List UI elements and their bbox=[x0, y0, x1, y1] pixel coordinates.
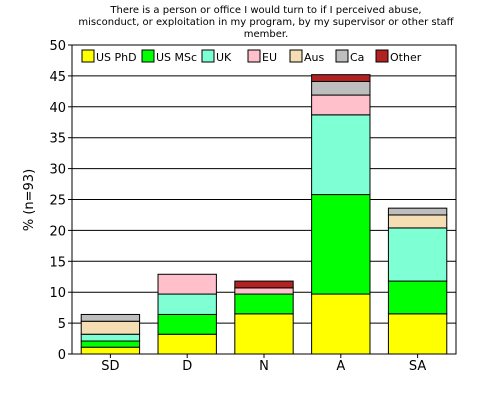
bar-segment bbox=[387, 227, 448, 282]
legend-swatch bbox=[289, 49, 303, 63]
y-tick-label: 25 bbox=[49, 194, 66, 209]
y-tick-label: 50 bbox=[49, 39, 66, 54]
bar-segment bbox=[157, 293, 217, 315]
legend: US PhD US MSc UK EU Aus Ca Other bbox=[81, 49, 422, 64]
bars bbox=[80, 74, 448, 355]
gridlines bbox=[72, 75, 456, 324]
x-tick-label: D bbox=[182, 359, 192, 374]
plot-frame bbox=[71, 44, 457, 355]
y-tick-label: 40 bbox=[49, 101, 66, 116]
x-tick-label: N bbox=[259, 359, 269, 374]
legend-item: US MSc bbox=[141, 49, 197, 64]
y-axis-label: % (n=93) bbox=[22, 169, 37, 231]
bar-segment bbox=[157, 273, 217, 295]
chart-title-line-2: misconduct, or exploitation in my progra… bbox=[78, 17, 454, 28]
legend-swatch bbox=[141, 49, 155, 63]
bar-segment bbox=[387, 313, 448, 355]
y-tick-label: 5 bbox=[58, 317, 66, 332]
legend-item: Aus bbox=[289, 49, 324, 64]
bar-segment bbox=[234, 293, 294, 315]
legend-label: US MSc bbox=[156, 51, 197, 64]
bar-segment bbox=[80, 313, 141, 322]
bar-segment bbox=[311, 114, 371, 196]
bar-segment bbox=[80, 346, 141, 355]
bar-segment bbox=[234, 280, 294, 289]
legend-item: US PhD bbox=[81, 49, 137, 64]
chart-title: There is a person or office I would turn… bbox=[78, 5, 454, 40]
chart-title-line-1: There is a person or office I would turn… bbox=[109, 5, 421, 16]
x-tick-label: SD bbox=[101, 359, 119, 374]
legend-swatch bbox=[81, 49, 95, 63]
chart-title-line-3: member. bbox=[244, 29, 289, 40]
y-tick-label: 15 bbox=[49, 255, 66, 270]
y-tick-label: 35 bbox=[49, 132, 66, 147]
bar-segment bbox=[80, 320, 141, 335]
bar-segment bbox=[80, 333, 141, 342]
legend-item: EU bbox=[247, 49, 277, 64]
y-tick-label: 0 bbox=[58, 348, 66, 363]
bar-segment bbox=[387, 214, 448, 229]
bar-segment bbox=[311, 194, 371, 295]
bar-segment bbox=[157, 313, 217, 335]
legend-label: Ca bbox=[350, 51, 364, 64]
bar-segment bbox=[234, 287, 294, 295]
legend-label: Aus bbox=[304, 51, 324, 64]
bar-segment bbox=[157, 333, 217, 355]
legend-swatch bbox=[247, 49, 261, 63]
legend-swatch bbox=[375, 49, 389, 63]
bar-segment bbox=[80, 340, 141, 348]
bar-segment bbox=[311, 80, 371, 96]
x-tick-label: A bbox=[336, 359, 345, 374]
bar-segment bbox=[311, 293, 371, 355]
legend-label: Other bbox=[390, 51, 422, 64]
legend-label: UK bbox=[216, 51, 232, 64]
legend-item: UK bbox=[201, 49, 232, 64]
legend-item: Other bbox=[375, 49, 422, 64]
x-tick-label: SA bbox=[409, 359, 426, 374]
y-tick-label: 45 bbox=[49, 70, 66, 85]
bar-segment bbox=[234, 313, 294, 355]
legend-swatch bbox=[201, 49, 215, 63]
axes: 0 5 10 15 20 25 30 35 40 45 50 SD D N A SA bbox=[49, 39, 457, 374]
legend-label: EU bbox=[262, 51, 277, 64]
bar-segment bbox=[387, 280, 448, 315]
legend-item: Ca bbox=[335, 49, 364, 64]
bar-segment bbox=[311, 94, 371, 116]
y-tick-label: 10 bbox=[49, 286, 66, 301]
y-tick-label: 20 bbox=[49, 224, 66, 239]
legend-swatch bbox=[335, 49, 349, 63]
bar-segment bbox=[387, 207, 448, 216]
y-tick-label: 30 bbox=[49, 163, 66, 178]
bar-segment bbox=[311, 74, 371, 82]
legend-label: US PhD bbox=[96, 51, 137, 64]
